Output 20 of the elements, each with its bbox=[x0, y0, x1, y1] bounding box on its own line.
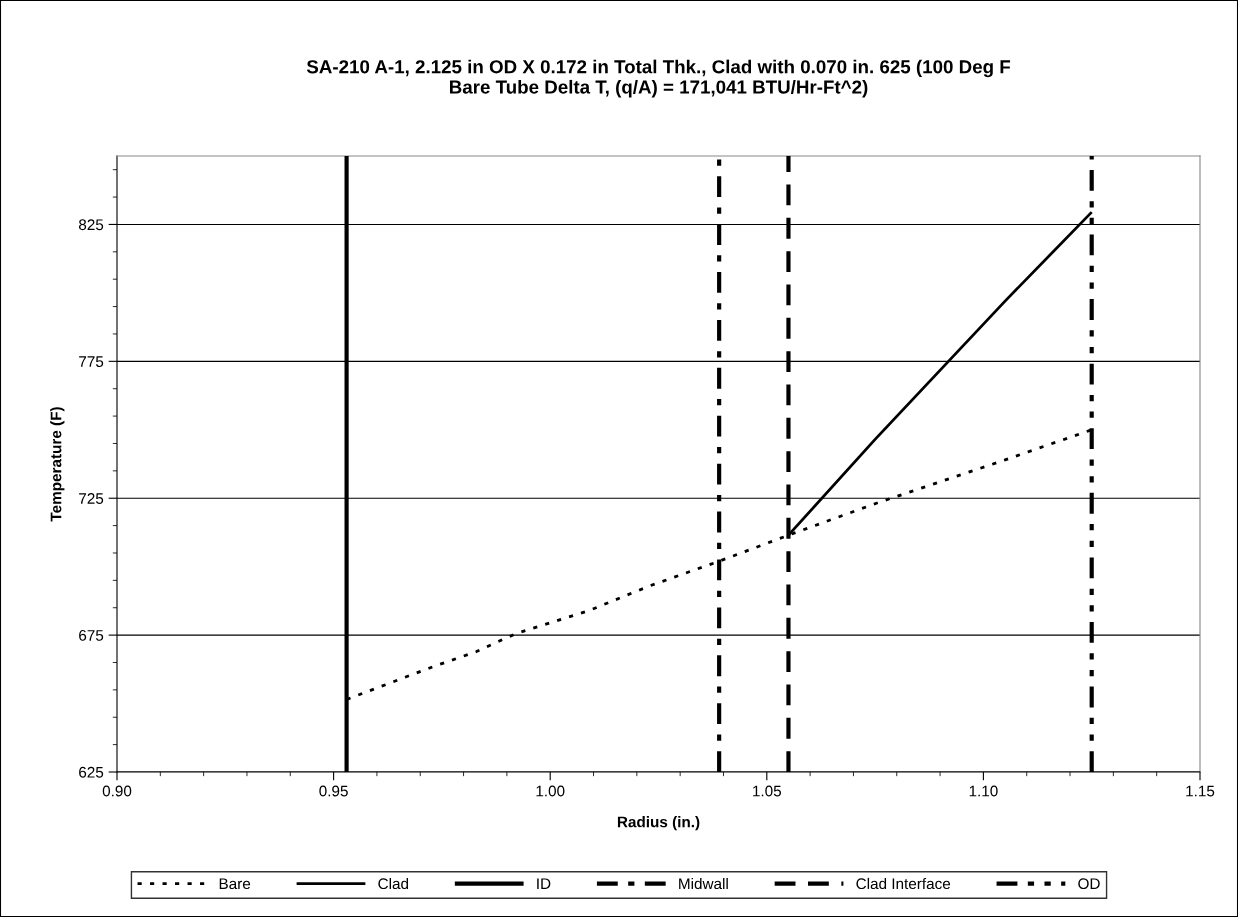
x-tick-label: 1.05 bbox=[753, 785, 782, 797]
x-tick-label: 1.00 bbox=[536, 785, 565, 797]
legend-label: Bare bbox=[219, 878, 251, 890]
y-tick-label: 725 bbox=[79, 493, 104, 504]
y-tick-label: 675 bbox=[79, 629, 104, 641]
x-tick-label: 1.10 bbox=[969, 785, 998, 797]
x-axis-title: Radius (in.) bbox=[617, 816, 700, 831]
legend-label: OD bbox=[1078, 878, 1100, 890]
x-tick-label: 0.95 bbox=[319, 785, 348, 797]
x-tick-label: 1.15 bbox=[1186, 785, 1215, 797]
x-tick-label: 0.90 bbox=[102, 785, 132, 797]
y-tick-label: 775 bbox=[79, 356, 104, 368]
y-tick-label: 625 bbox=[79, 766, 104, 778]
y-axis-title: Temperature (F) bbox=[50, 407, 65, 522]
legend-label: Midwall bbox=[679, 877, 728, 890]
chart-title: SA-210 A-1, 2.125 in OD X 0.172 in Total Thk., Clad with 0.070 in. 625 (100 Deg F Bare Tube Delta T, (q/A) = 171,041 BTU/Hr-Ft^2) bbox=[306, 59, 1011, 98]
legend-label: Clad bbox=[378, 877, 409, 890]
legend-label: ID bbox=[537, 878, 551, 889]
legend-label: Clad Interface bbox=[856, 877, 951, 890]
y-tick-label: 825 bbox=[78, 219, 104, 231]
